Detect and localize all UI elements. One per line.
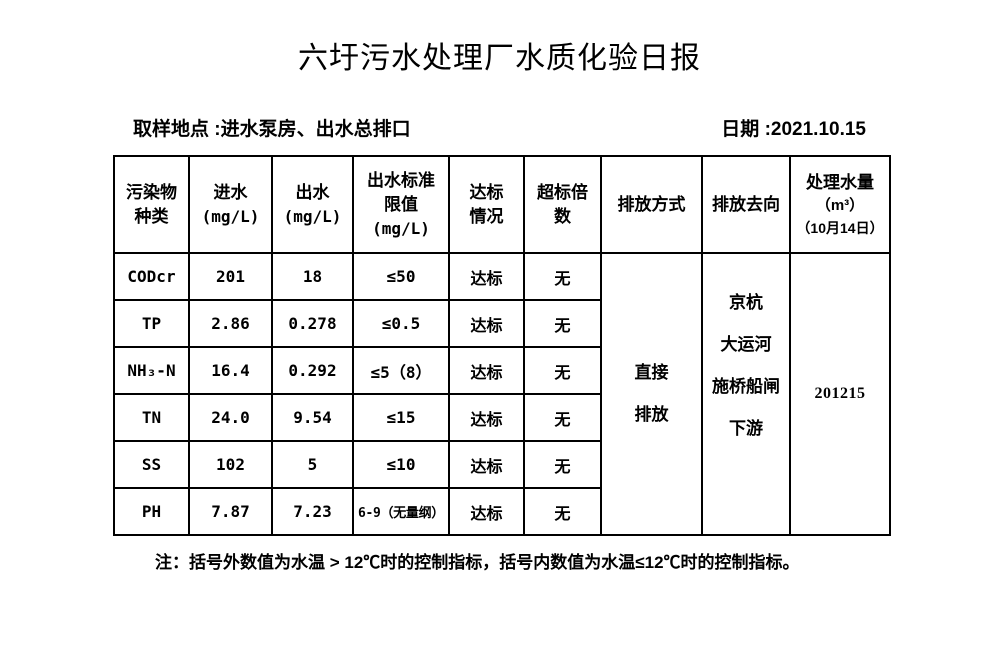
status-value: 达标 (448, 346, 525, 395)
pollutant-name: TP (113, 299, 190, 348)
exceedance-value: 无 (523, 346, 602, 395)
status-value: 达标 (448, 440, 525, 489)
table-row: PH 7.87 7.23 6-9（无量纲） 达标 无 (113, 487, 890, 536)
column-header-inflow: 进水 (mg/L) (188, 155, 273, 254)
inflow-value: 7.87 (188, 487, 273, 536)
meta-row: 取样地点 :进水泵房、出水总排口 日期 :2021.10.15 (133, 114, 866, 141)
exceedance-value: 无 (523, 252, 602, 301)
pollutant-name: TN (113, 393, 190, 442)
outflow-value: 0.278 (271, 299, 354, 348)
outflow-value: 7.23 (271, 487, 354, 536)
processed-volume-value: 201215 (789, 252, 891, 536)
pollutant-name: SS (113, 440, 190, 489)
limit-value: ≤50 (352, 252, 450, 301)
column-header-exceedance: 超标倍 数 (523, 155, 602, 254)
outflow-value: 5 (271, 440, 354, 489)
page-title: 六圩污水处理厂水质化验日报 (298, 42, 701, 75)
outflow-value: 0.292 (271, 346, 354, 395)
status-value: 达标 (448, 487, 525, 536)
discharge-method-text: 直接 排放 (634, 363, 669, 424)
inflow-value: 2.86 (188, 299, 273, 348)
report-date: 日期 :2021.10.15 (721, 119, 866, 140)
limit-value: ≤5（8） (352, 346, 450, 395)
limit-value: 6-9（无量纲） (352, 487, 450, 536)
column-header-status: 达标 情况 (448, 155, 525, 254)
inflow-value: 16.4 (188, 346, 273, 395)
table-row: CODcr 201 18 ≤50 达标 无 直接 排放 京杭 大运河 施桥船闸 (113, 252, 891, 536)
column-header-outflow: 出水 (mg/L) (271, 155, 354, 254)
status-value: 达标 (448, 393, 525, 442)
sampling-location: 取样地点 :进水泵房、出水总排口 (133, 119, 411, 140)
exceedance-value: 无 (523, 440, 602, 489)
exceedance-value: 无 (523, 487, 602, 536)
column-header-discharge-method: 排放方式 (600, 155, 703, 254)
column-header-discharge-destination: 排放去向 (701, 155, 791, 254)
column-header-processed-volume: 处理水量 （m³） （10月14日） (789, 155, 891, 254)
table-row: SS 102 5 ≤10 达标 无 (113, 440, 890, 489)
inflow-value: 201 (188, 252, 273, 301)
status-value: 达标 (448, 252, 525, 301)
pollutant-name: NH₃-N (113, 346, 190, 395)
pollutant-name: CODcr (113, 252, 190, 301)
inflow-value: 102 (188, 440, 273, 489)
pollutant-name: PH (113, 487, 190, 536)
status-value: 达标 (448, 299, 525, 348)
limit-value: ≤10 (352, 440, 450, 489)
table-row: TN 24.0 9.54 ≤15 达标 无 (113, 393, 890, 442)
outflow-value: 9.54 (271, 393, 354, 442)
discharge-destination-cell: 京杭 大运河 施桥船闸 下游 (701, 252, 791, 536)
column-header-pollutant: 污染物 种类 (113, 155, 190, 254)
exceedance-value: 无 (523, 393, 602, 442)
table-row: TP 2.86 0.278 ≤0.5 达标 无 (113, 299, 890, 348)
inflow-value: 24.0 (188, 393, 273, 442)
exceedance-value: 无 (523, 299, 602, 348)
discharge-destination-text: 京杭 大运河 施桥船闸 下游 (712, 293, 780, 438)
limit-value: ≤15 (352, 393, 450, 442)
limit-value: ≤0.5 (352, 299, 450, 348)
footnote: 注：括号外数值为水温 > 12℃时的控制指标，括号内数值为水温≤12℃时的控制指… (155, 553, 800, 572)
report-table: 污染物 种类 进水 (mg/L) 出水 (mg/L) 出水标准 限值 (mg/L… (113, 155, 891, 536)
discharge-method-cell: 直接 排放 (600, 252, 703, 536)
column-header-limit: 出水标准 限值 (mg/L) (352, 155, 450, 254)
header-row: 污染物 种类 进水 (mg/L) 出水 (mg/L) 出水标准 限值 (mg/L… (113, 155, 891, 254)
table-row: NH₃-N 16.4 0.292 ≤5（8） 达标 无 (113, 346, 890, 395)
outflow-value: 18 (271, 252, 354, 301)
